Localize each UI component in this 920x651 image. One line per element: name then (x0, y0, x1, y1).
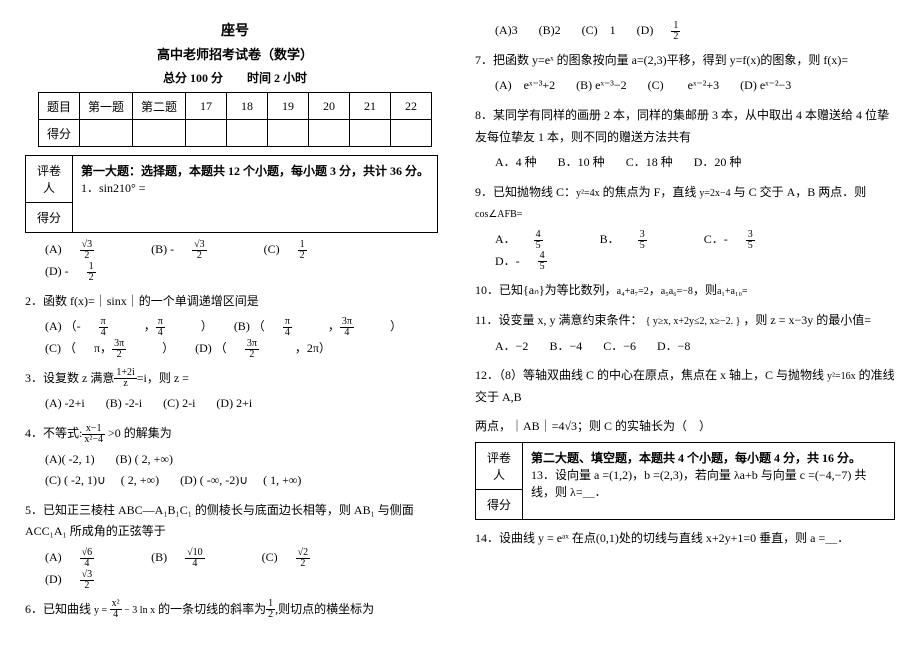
q2-options: (A) （-π4，π4） (B) （π4，3π4） (C) （π，3π2） (D… (45, 316, 445, 360)
q7-stem: 7．把函数 y=eˣ 的图象按向量 a=(2,3)平移，得到 y=f(x)的图象… (475, 50, 895, 72)
q2-stem: 2．函数 f(x)=｜sinx｜的一个单调递增区间是 (25, 291, 445, 313)
opt-a: (A) eˣ⁻³+2 (495, 75, 555, 97)
opt-c: C．-35 (704, 229, 791, 251)
opt-c: (C) （π，3π2） (45, 338, 174, 360)
opt-a: (A)√64 (45, 547, 130, 569)
reviewer-label: 评卷人 (26, 156, 73, 203)
q5-options: (A)√64 (B)√104 (C)√22 (D)√32 (45, 547, 445, 591)
score-cell: 22 (391, 93, 432, 120)
opt-b: (B) （π4，3π4） (234, 316, 402, 338)
opt-c: (C) 2-i (163, 393, 195, 415)
reviewer-label: 评卷人 (476, 442, 523, 489)
opt-c: (C)√22 (262, 547, 347, 569)
opt-d: D．−8 (657, 336, 690, 358)
score-cell: 17 (186, 93, 227, 120)
q8-options: A．4 种 B．10 种 C．18 种 D．20 种 (495, 152, 895, 174)
q4-stem: 4．不等式:x−1x²−4 >0 的解集为 (25, 423, 445, 445)
q9-options: A．45 B．35 C．-35 D．-45 (495, 229, 895, 273)
q12-line2: 两点，｜AB｜=4√3；则 C 的实轴长为（ ） (475, 416, 895, 438)
opt-a: A．4 种 (495, 152, 537, 174)
opt-c: C．18 种 (626, 152, 673, 174)
opt-b: (B)2 (539, 20, 561, 42)
opt-b: B．35 (600, 229, 683, 251)
score-cell: 18 (227, 93, 268, 120)
section1-content: 第一大题：选择题，本题共 12 个小题，每小题 3 分，共计 36 分。 1．s… (73, 156, 438, 233)
section1-table: 评卷人 第一大题：选择题，本题共 12 个小题，每小题 3 分，共计 36 分。… (25, 155, 438, 233)
opt-b: (B)√104 (151, 547, 241, 569)
opt-b: (B) -√32 (151, 239, 243, 261)
q6-stem: 6．已知曲线 y = x²4 − 3 ln x 的一条切线的斜率为12,则切点的… (25, 599, 445, 621)
opt-d: (D) eˣ⁻²−3 (740, 75, 791, 97)
score-cell: 第一题 (79, 93, 132, 120)
opt-b: B．10 种 (558, 152, 605, 174)
section2-content: 第二大题、填空题，本题共 4 个小题，每小题 4 分，共 16 分。 13．设向… (523, 442, 895, 519)
opt-b: (B) ( 2, +∞) (116, 449, 173, 471)
opt-c: (C) ( -2, 1)∪ ( 2, +∞) (45, 470, 159, 492)
paper-title: 高中老师招考试卷（数学） (25, 44, 445, 63)
opt-c: C．−6 (603, 336, 636, 358)
right-column: (A)3 (B)2 (C) 1 (D)12 7．把函数 y=eˣ 的图象按向量 … (475, 20, 895, 624)
paper-meta: 总分 100 分 时间 2 小时 (25, 69, 445, 86)
section1-heading: 第一大题：选择题，本题共 12 个小题，每小题 3 分，共计 36 分。 (81, 164, 429, 178)
section2-table: 评卷人 第二大题、填空题，本题共 4 个小题，每小题 4 分，共 16 分。 1… (475, 442, 895, 520)
score-cell: 20 (309, 93, 350, 120)
opt-a: (A)√32 (45, 239, 130, 261)
q8-stem: 8．某同学有同样的画册 2 本，同样的集邮册 3 本，从中取出 4 本赠送给 4… (475, 105, 895, 148)
opt-a: (A) （-π4，π4） (45, 316, 213, 338)
opt-d: (D)√32 (45, 569, 130, 591)
q10-stem: 10．已知{aₙ}为等比数列，a₄+a₇=2，a₅a₆=−8，则a₁+a₁₀= (475, 280, 895, 302)
section2-heading: 第二大题、填空题，本题共 4 个小题，每小题 4 分，共 16 分。 (531, 451, 861, 465)
opt-c: (C) eˣ⁻²+3 (648, 75, 720, 97)
q1-options: (A)√32 (B) -√32 (C)12 (D) -12 (45, 239, 445, 283)
score-cell (79, 120, 132, 147)
q1-stem: 1．sin210° = (81, 181, 146, 195)
seat-label: 座号 (25, 20, 445, 40)
opt-a: (A)( -2, 1) (45, 449, 95, 471)
opt-a: A．−2 (495, 336, 528, 358)
q3-options: (A) -2+i (B) -2-i (C) 2-i (D) 2+i (45, 393, 445, 415)
opt-b: (B) -2-i (106, 393, 142, 415)
opt-d: D．-45 (495, 251, 583, 273)
opt-b: B．−4 (549, 336, 582, 358)
opt-d: (D) ( -∞, -2)∪ ( 1, +∞) (180, 470, 301, 492)
opt-d: (D) 2+i (216, 393, 252, 415)
score-label: 得分 (26, 203, 73, 233)
q5-stem: 5．已知正三棱柱 ABC—A₁B₁C₁ 的侧棱长与底面边长相等，则 AB₁ 与侧… (25, 500, 445, 543)
opt-d: (D) （3π2，2π） (195, 338, 331, 360)
score-cell: 第二题 (133, 93, 186, 120)
q9-sub: cos∠AFB= (475, 209, 522, 220)
score-label: 得分 (476, 489, 523, 519)
score-table: 题目 第一题 第二题 17 18 19 20 21 22 得分 (38, 92, 432, 147)
opt-a: (A)3 (495, 20, 518, 42)
opt-a: (A) -2+i (45, 393, 85, 415)
q11-stem: 11．设变量 x, y 满意约束条件： { y≥x, x+2y≤2, x≥−2.… (475, 310, 895, 332)
q9-stem: 9．已知抛物线 C：y²=4x 的焦点为 F，直线 y=2x−4 与 C 交于 … (475, 182, 895, 225)
opt-c: (C) 1 (582, 20, 616, 42)
opt-c: (C)12 (264, 239, 343, 261)
q7-options: (A) eˣ⁻³+2 (B) eˣ⁻³−2 (C) eˣ⁻²+3 (D) eˣ⁻… (495, 75, 895, 97)
opt-d: D．20 种 (694, 152, 742, 174)
q11-options: A．−2 B．−4 C．−6 D．−8 (495, 336, 895, 358)
q4-options: (A)( -2, 1) (B) ( 2, +∞) (C) ( -2, 1)∪ (… (45, 449, 445, 492)
score-cell: 19 (268, 93, 309, 120)
q3-stem: 3．设复数 z 满意1+2iz=i，则 z = (25, 368, 445, 390)
opt-b: (B) eˣ⁻³−2 (576, 75, 627, 97)
q12-stem: 12．（8）等轴双曲线 C 的中心在原点，焦点在 x 轴上，C 与抛物线 y²=… (475, 365, 895, 408)
score-cell: 21 (350, 93, 391, 120)
score-cell: 题目 (38, 93, 79, 120)
q6-options: (A)3 (B)2 (C) 1 (D)12 (495, 20, 895, 42)
opt-a: A．45 (495, 229, 579, 251)
q14: 14．设曲线 y = eᵃˣ 在点(0,1)处的切线与直线 x+2y+1=0 垂… (475, 528, 895, 550)
left-column: 座号 高中老师招考试卷（数学） 总分 100 分 时间 2 小时 题目 第一题 … (25, 20, 445, 624)
q13: 13．设向量 a =(1,2)，b =(2,3)，若向量 λa+b 与向量 c … (531, 468, 866, 499)
opt-d: (D) -12 (45, 261, 132, 283)
opt-d: (D)12 (637, 20, 717, 42)
score-cell: 得分 (38, 120, 79, 147)
